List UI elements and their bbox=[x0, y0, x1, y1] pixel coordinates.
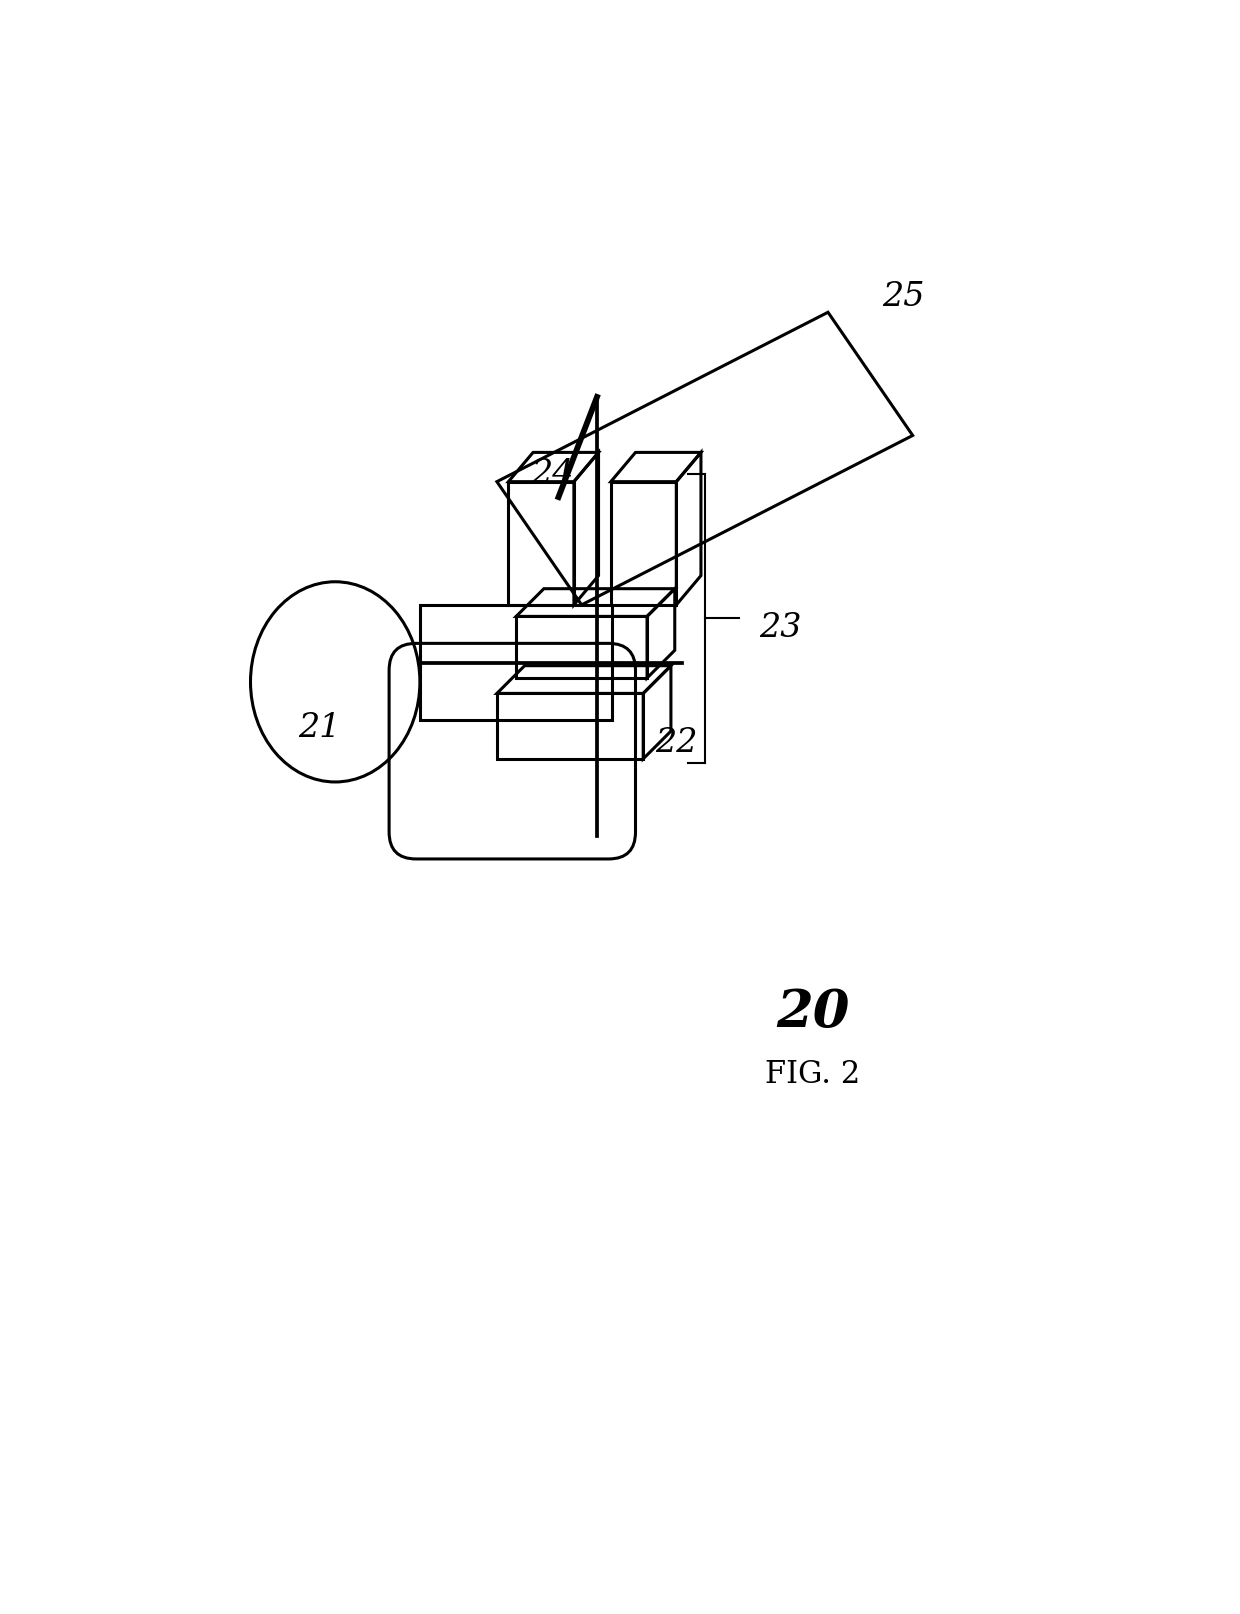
Text: 23: 23 bbox=[759, 612, 801, 644]
Text: 24: 24 bbox=[532, 458, 574, 491]
Text: 20: 20 bbox=[776, 988, 849, 1038]
Text: FIG. 2: FIG. 2 bbox=[765, 1059, 861, 1089]
Text: 22: 22 bbox=[655, 728, 697, 760]
Text: 21: 21 bbox=[299, 712, 341, 744]
Text: 25: 25 bbox=[882, 281, 924, 313]
